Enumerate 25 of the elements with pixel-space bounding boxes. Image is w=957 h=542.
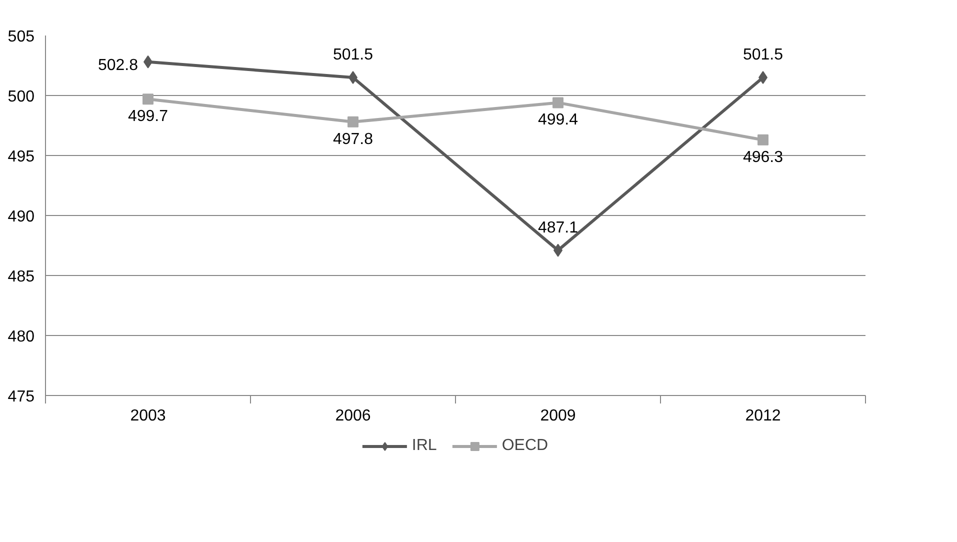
y-tick-label: 490 [8, 208, 35, 226]
data-label: 497.8 [332, 130, 374, 148]
point [348, 116, 358, 128]
y-tick-label: 495 [8, 148, 35, 166]
y-tick-label: 475 [8, 388, 35, 406]
x-tick-label: 2006 [335, 408, 371, 424]
x-tick-label: 2012 [745, 408, 781, 424]
data-label: 487.1 [538, 219, 578, 236]
y-tick-label: 485 [8, 268, 35, 286]
point [142, 94, 154, 105]
y-tick-label: 480 [8, 328, 35, 346]
y-tick-label: 505 [8, 28, 35, 46]
data-label: 501.5 [332, 46, 374, 64]
x-tick-label: 2003 [130, 408, 166, 424]
data-label: 496.3 [742, 148, 784, 166]
data-label: 502.8 [98, 56, 138, 74]
x-tick-label: 2009 [540, 408, 576, 424]
data-label: 501.5 [742, 46, 784, 64]
data-label: 499.7 [128, 108, 168, 126]
legend-label: IRL [412, 436, 437, 454]
point [758, 134, 768, 146]
legend-label: OECD [502, 436, 548, 454]
y-tick-label: 500 [8, 88, 35, 106]
point [552, 97, 564, 108]
data-label: 499.4 [538, 112, 578, 129]
